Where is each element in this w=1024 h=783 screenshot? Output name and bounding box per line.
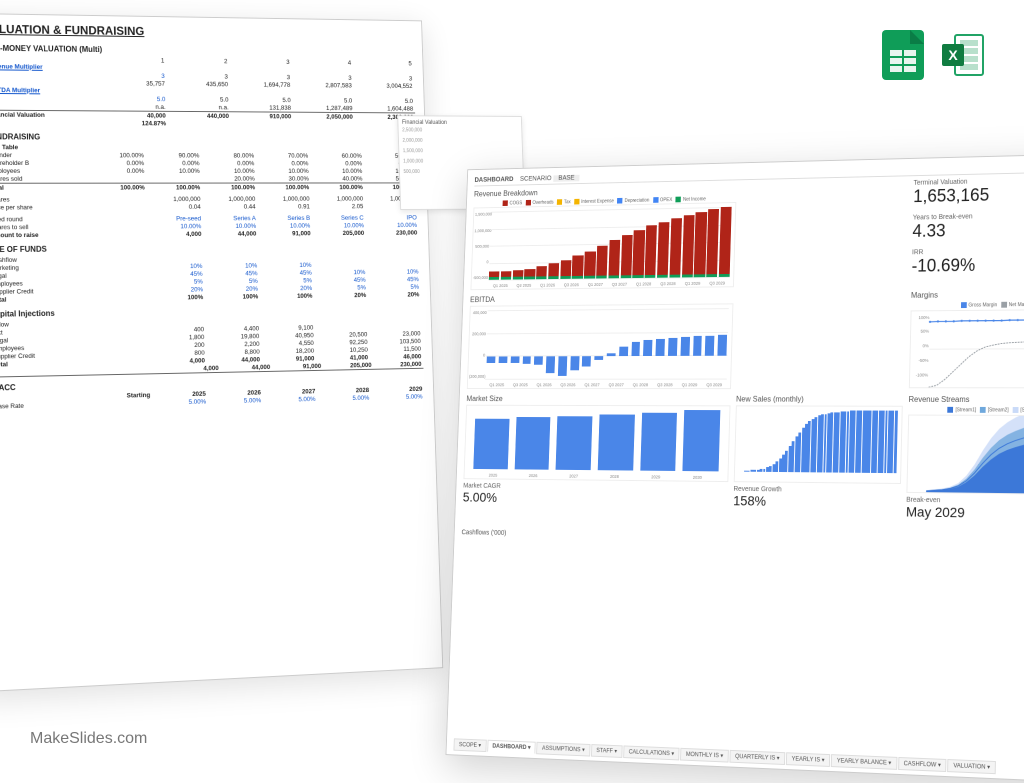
margins-panel: Margins Gross MarginNet Margin 100%50%0%… [909, 290, 1024, 390]
tab-cashflow[interactable]: CASHFLOW ▾ [898, 757, 947, 772]
ebitda-chart: 400,000200,0000(200,000) Q1 2025Q3 2025Q… [467, 304, 734, 390]
tab-monthly-is[interactable]: MONTHLY IS ▾ [680, 748, 729, 763]
kpi-panel: Terminal Valuation1,653,165 Years to Bre… [911, 176, 1024, 286]
tab-calculations[interactable]: CALCULATIONS ▾ [623, 745, 680, 760]
watermark: MakeSlides.com [30, 730, 147, 748]
ebitda-panel: EBITDA 400,000200,0000(200,000) Q1 2025Q… [467, 293, 734, 389]
revenue-streams-chart [906, 414, 1024, 494]
fundraising-section-header: FUNDRAISING [0, 132, 416, 142]
revenue-breakdown-panel: Revenue Breakdown COGSOverheadsTaxIntere… [470, 184, 736, 290]
dashboard-spreadsheet: DASHBOARD SCENARIO BASE Revenue Breakdow… [446, 154, 1024, 783]
tab-yearly-is[interactable]: YEARLY IS ▾ [786, 752, 830, 767]
sheet-tabs: SCOPE ▾DASHBOARD ▾ASSUMPTIONS ▾STAFF ▾CA… [453, 738, 1024, 777]
tab-staff[interactable]: STAFF ▾ [591, 744, 623, 758]
tab-quarterly-is[interactable]: QUARTERLY IS ▾ [729, 750, 785, 765]
app-icons: X [882, 30, 984, 80]
tab-scope[interactable]: SCOPE ▾ [453, 738, 486, 752]
tab-valuation[interactable]: VALUATION ▾ [947, 759, 996, 774]
google-sheets-icon [882, 30, 924, 80]
cashflows-label: Cashflows ('000) [461, 529, 506, 536]
tab-assumptions[interactable]: ASSUMPTIONS ▾ [536, 742, 590, 757]
revenue-breakdown-chart: 1,500,0001,000,000500,0000-500,000 Q1 20… [470, 202, 736, 290]
revenue-streams-panel: Revenue Streams [Stream1][Stream2][Strea… [906, 395, 1024, 529]
market-size-panel: Market Size 202520262027202820292030 Mar… [462, 395, 731, 524]
sheet-title: VALUATION & FUNDRAISING [0, 22, 413, 42]
excel-icon: X [942, 30, 984, 80]
market-size-chart: 202520262027202820292030 [463, 405, 730, 482]
tab-dashboard[interactable]: DASHBOARD ▾ [487, 740, 536, 754]
valuation-spreadsheet: 1234 VALUATION & FUNDRAISING PRE-MONEY V… [0, 13, 443, 693]
new-sales-chart [734, 406, 903, 485]
margins-chart: 100%50%0%-50%-100% [909, 309, 1024, 388]
new-sales-panel: New Sales (monthly) Revenue Growth158% [733, 395, 903, 527]
